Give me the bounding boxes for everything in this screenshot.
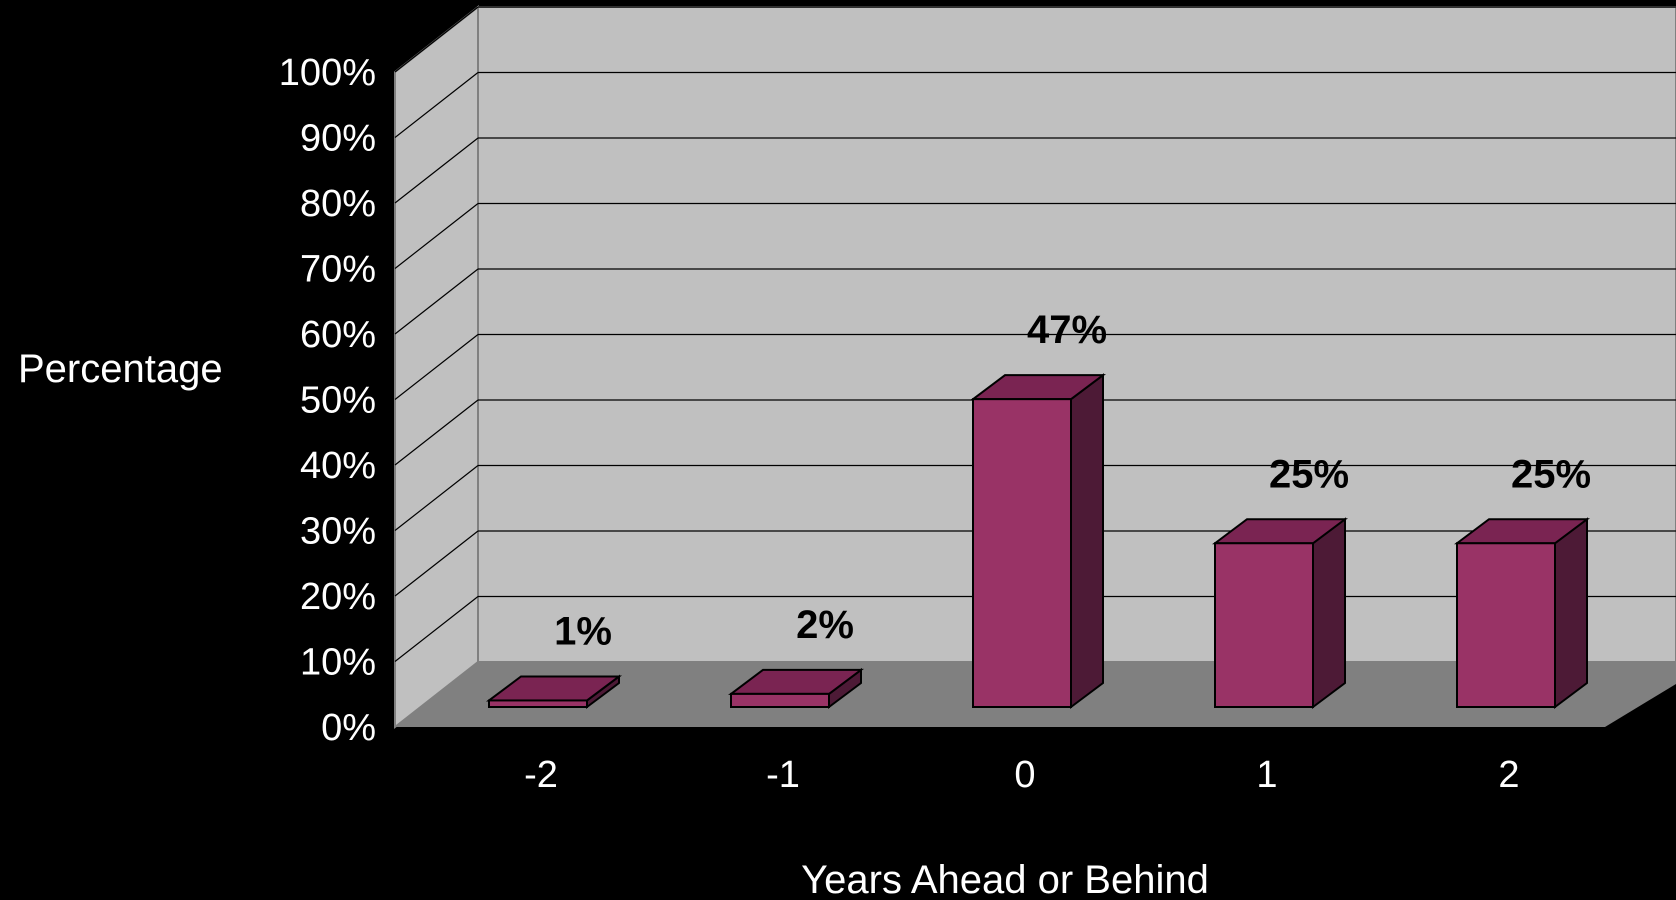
x-tick-label: 2 xyxy=(1498,754,1519,796)
y-tick-label: 80% xyxy=(300,183,376,225)
bar xyxy=(728,667,864,709)
x-tick-label: -2 xyxy=(524,754,558,796)
y-tick-label: 30% xyxy=(300,511,376,553)
data-labels: 1% 2% 47% 25% 25% xyxy=(554,308,1591,653)
x-tick-label: 0 xyxy=(1014,754,1035,796)
x-tick-label: 1 xyxy=(1256,754,1277,796)
y-tick-label: 40% xyxy=(300,445,376,487)
data-label: 25% xyxy=(1511,452,1591,496)
y-tick-labels: 0% 10% 20% 30% 40% 50% 60% 70% 80% 90% 100% xyxy=(279,52,376,749)
x-tick-label: -1 xyxy=(766,754,800,796)
gridline-side xyxy=(394,137,479,204)
gridline-side xyxy=(394,6,479,73)
bar-side xyxy=(1070,373,1104,709)
x-tick-labels: -2 -1 0 1 2 xyxy=(524,754,1519,796)
data-label: 1% xyxy=(554,609,612,653)
y-tick-label: 100% xyxy=(279,52,376,94)
gridline-side xyxy=(394,72,479,138)
x-axis-title: Years Ahead or Behind xyxy=(801,858,1209,900)
data-label: 2% xyxy=(796,603,854,647)
y-tick-label: 70% xyxy=(300,249,376,291)
gridline-side xyxy=(394,268,479,335)
y-tick-label: 60% xyxy=(300,314,376,356)
bar xyxy=(1212,517,1348,709)
bars xyxy=(486,373,1590,709)
bar xyxy=(486,674,622,709)
gridline-side xyxy=(394,203,479,269)
bar-side xyxy=(1554,517,1588,709)
y-tick-label: 20% xyxy=(300,576,376,618)
bar-front xyxy=(1214,542,1314,708)
gridline-side xyxy=(394,530,479,597)
bar-front xyxy=(730,692,830,709)
bar xyxy=(1454,517,1590,709)
gridline-side xyxy=(394,596,479,662)
y-tick-label: 90% xyxy=(300,118,376,160)
data-label: 47% xyxy=(1027,308,1107,352)
gridline-side xyxy=(394,465,479,531)
bar xyxy=(970,373,1106,709)
bar-side xyxy=(1312,517,1346,709)
bar-front xyxy=(972,398,1072,708)
y-tick-label: 50% xyxy=(300,380,376,422)
gridline-side xyxy=(394,334,479,400)
y-axis-title: Percentage xyxy=(18,347,223,391)
bar-front xyxy=(488,699,588,709)
y-tick-label: 10% xyxy=(300,642,376,684)
bar-front xyxy=(1456,542,1556,708)
gridline-side xyxy=(394,399,479,466)
data-label: 25% xyxy=(1269,452,1349,496)
y-tick-label: 0% xyxy=(321,707,376,749)
